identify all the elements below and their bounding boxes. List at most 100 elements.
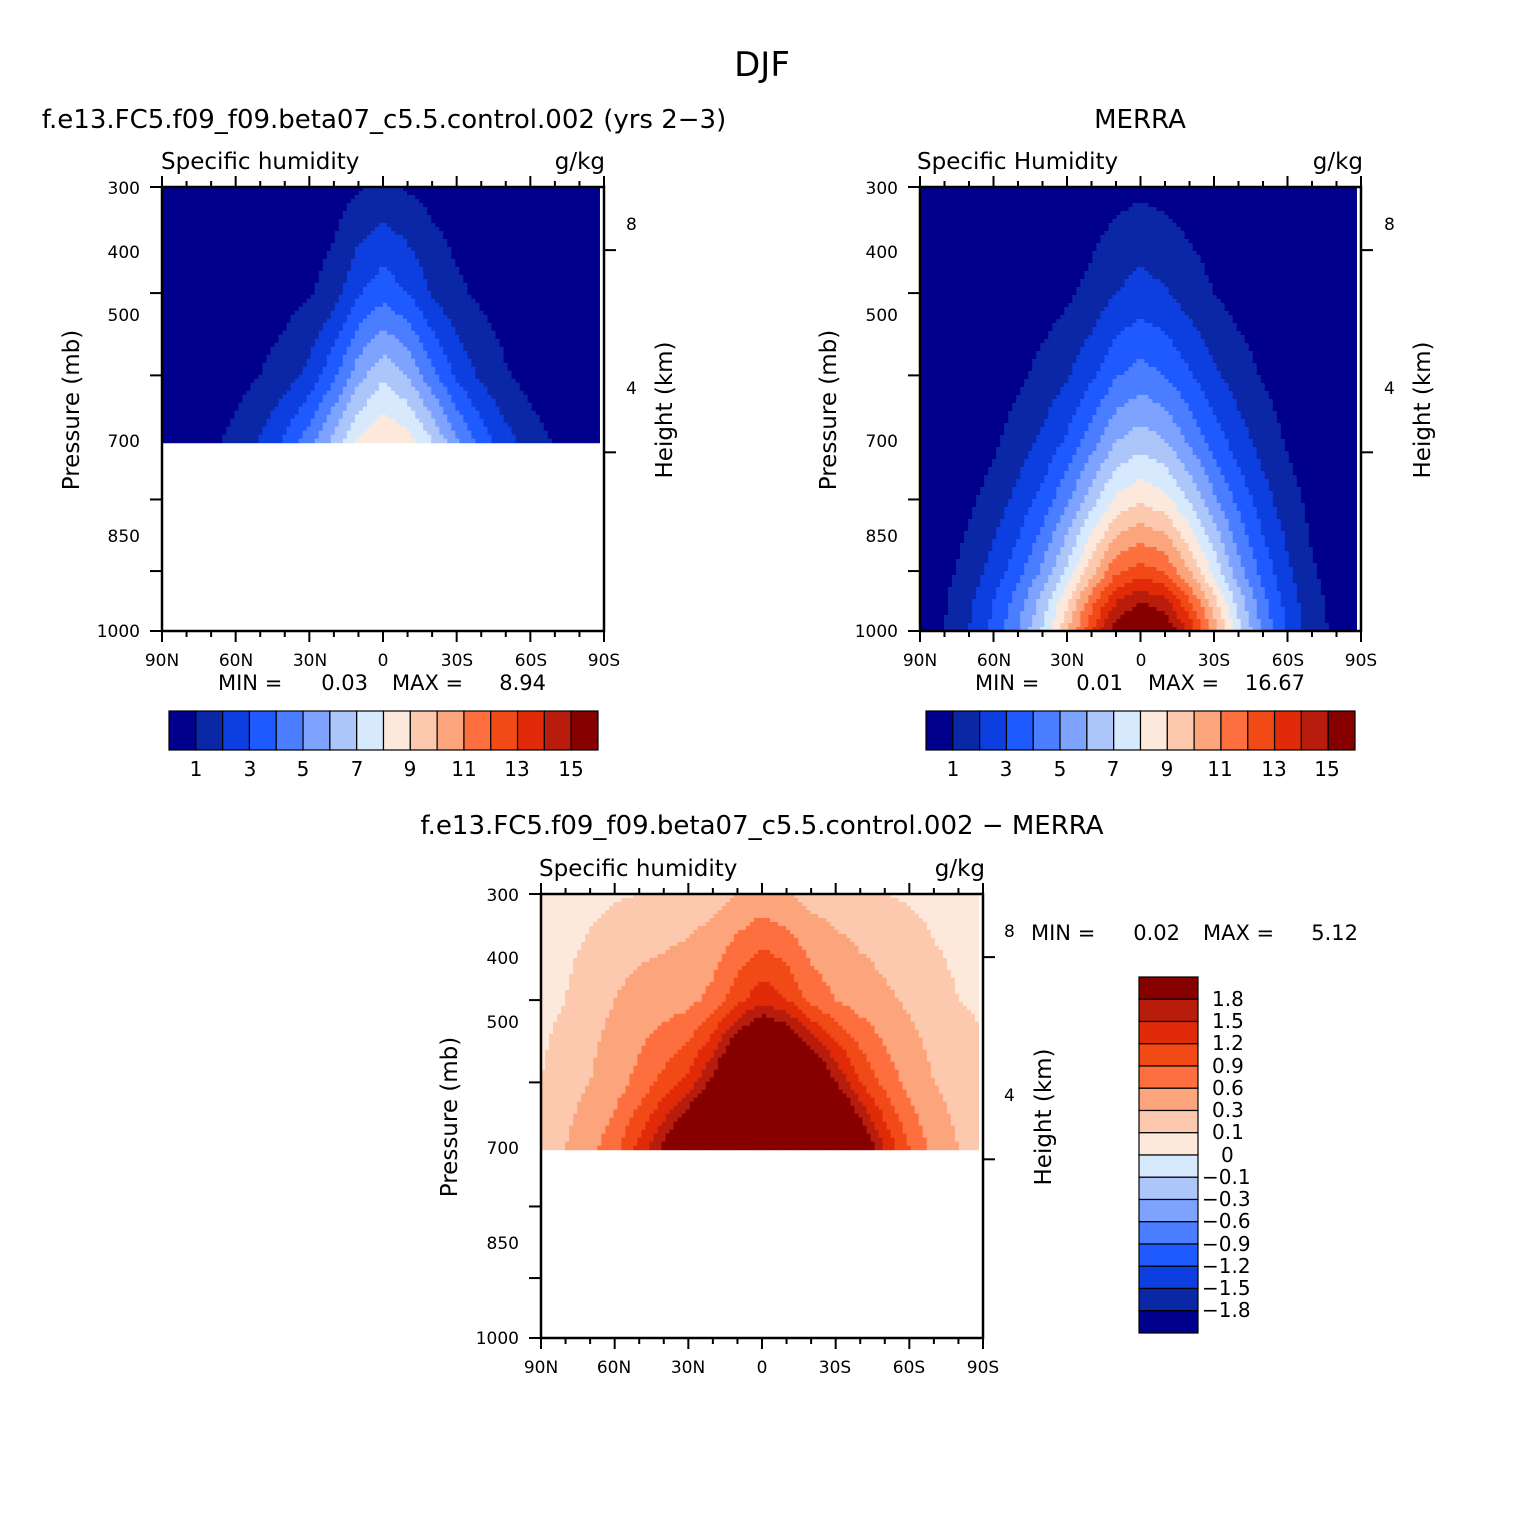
field-cell — [483, 266, 489, 272]
field-cell — [519, 302, 525, 308]
field-cell — [198, 302, 203, 308]
field-cell — [507, 362, 513, 368]
field-cell — [439, 278, 444, 284]
field-cell — [591, 290, 597, 296]
field-cell — [399, 206, 404, 212]
field-cell — [395, 222, 400, 228]
field-cell — [326, 310, 332, 316]
field-cell — [274, 282, 280, 288]
field-cell — [399, 210, 404, 216]
field-cell — [174, 350, 179, 356]
field-cell — [399, 202, 404, 208]
field-cell — [599, 210, 605, 216]
field-cell — [314, 210, 320, 216]
field-cell — [214, 187, 219, 192]
field-cell — [583, 298, 589, 304]
field-cell — [455, 270, 460, 276]
field-cell — [567, 262, 573, 268]
field-cell — [226, 302, 231, 308]
field-cell — [234, 322, 239, 328]
field-cell — [463, 302, 468, 308]
field-cell — [306, 278, 312, 284]
field-cell — [499, 230, 505, 236]
field-cell — [547, 194, 553, 200]
field-cell — [471, 234, 477, 240]
field-cell — [358, 298, 364, 304]
field-cell — [282, 218, 288, 224]
field-cell — [350, 262, 356, 268]
field-cell — [362, 286, 368, 292]
field-cell — [318, 194, 324, 200]
field-cell — [294, 350, 300, 356]
field-cell — [190, 194, 195, 200]
field-cell — [491, 238, 497, 244]
field-cell — [459, 338, 464, 344]
field-cell — [599, 350, 605, 356]
field-cell — [238, 282, 243, 288]
field-cell — [162, 230, 167, 236]
field-cell — [531, 290, 537, 296]
field-cell — [318, 346, 324, 352]
field-cell — [234, 190, 239, 196]
field-cell — [531, 294, 537, 300]
field-cell — [403, 342, 408, 348]
field-cell — [246, 214, 251, 220]
field-cell — [210, 302, 215, 308]
field-cell — [511, 310, 517, 316]
field-cell — [407, 218, 412, 224]
field-cell — [378, 346, 384, 352]
field-cell — [250, 266, 256, 272]
field-cell — [599, 226, 605, 232]
field-cell — [330, 274, 336, 280]
field-cell — [575, 266, 581, 272]
field-cell — [370, 330, 376, 336]
field-cell — [503, 226, 509, 232]
field-cell — [423, 266, 428, 272]
field-cell — [499, 274, 505, 280]
field-cell — [559, 234, 565, 240]
field-cell — [419, 194, 424, 200]
field-cell — [250, 334, 256, 340]
field-cell — [238, 346, 243, 352]
field-cell — [170, 302, 175, 308]
field-cell — [467, 322, 472, 328]
field-cell — [599, 246, 605, 252]
field-cell — [427, 262, 432, 268]
field-cell — [391, 310, 396, 316]
field-cell — [571, 354, 577, 360]
field-cell — [290, 254, 296, 260]
field-cell — [330, 238, 336, 244]
field-cell — [310, 338, 316, 344]
field-cell — [563, 190, 569, 196]
field-cell — [579, 234, 585, 240]
field-cell — [354, 250, 360, 256]
field-cell — [579, 322, 585, 328]
field-cell — [162, 298, 167, 304]
field-cell — [258, 226, 264, 232]
field-cell — [527, 187, 533, 192]
field-cell — [310, 318, 316, 324]
field-cell — [543, 210, 549, 216]
field-cell — [262, 302, 268, 308]
field-cell — [543, 346, 549, 352]
field-cell — [563, 358, 569, 364]
field-cell — [314, 226, 320, 232]
field-cell — [310, 238, 316, 244]
field-cell — [427, 230, 432, 236]
field-cell — [198, 278, 203, 284]
field-cell — [471, 310, 477, 316]
field-cell — [595, 354, 601, 360]
field-cell — [238, 338, 243, 344]
field-cell — [531, 306, 537, 312]
field-cell — [178, 210, 183, 216]
field-cell — [575, 206, 581, 212]
field-cell — [162, 226, 167, 232]
field-cell — [499, 326, 505, 332]
field-cell — [310, 278, 316, 284]
field-cell — [499, 226, 505, 232]
field-cell — [591, 234, 597, 240]
field-cell — [358, 294, 364, 300]
field-cell — [222, 298, 227, 304]
field-cell — [391, 298, 396, 304]
field-cell — [463, 298, 468, 304]
